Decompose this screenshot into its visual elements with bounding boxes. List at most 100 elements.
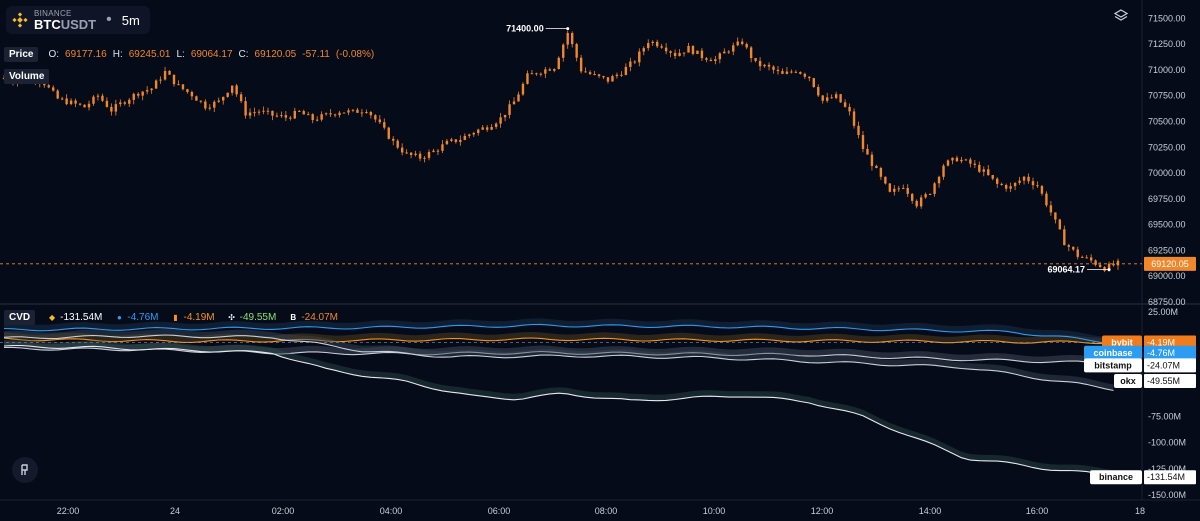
candle-body (633, 61, 637, 63)
candle-body (235, 85, 238, 95)
candle-body (199, 100, 203, 102)
candle-body (951, 157, 954, 161)
candle-body (521, 83, 525, 95)
price-tick-label: 71000.00 (1148, 65, 1186, 75)
volume-tag[interactable]: Volume (4, 69, 50, 84)
candle-body (262, 110, 265, 112)
low-marker-dot (1107, 268, 1111, 272)
high-label: H: (112, 49, 123, 60)
candle-body (615, 74, 619, 77)
candle-body (718, 53, 722, 60)
cvd-name-bybit: bybit (1111, 338, 1133, 348)
candle-body (570, 33, 574, 45)
symbol-pair: BTCUSDT (34, 17, 96, 32)
candle-body (445, 140, 449, 145)
candle-body (307, 114, 310, 116)
candle-body (271, 110, 274, 116)
candle-body (1076, 249, 1079, 257)
cvd-value-bitstamp: -24.07M (301, 312, 338, 323)
candle-body (651, 41, 654, 44)
cvd-value-binance: -131.54M (1147, 472, 1185, 482)
candle-body (114, 104, 118, 112)
candle-body (919, 197, 923, 207)
candle-body (74, 100, 77, 104)
bitstamp-icon: B (290, 312, 297, 322)
cvd-name-okx: okx (1120, 376, 1136, 386)
candle-body (150, 88, 153, 91)
candle-body (342, 112, 346, 114)
candle-body (1036, 185, 1039, 187)
candle-body (409, 152, 413, 155)
candle-body (1107, 263, 1111, 271)
candle-body (1009, 186, 1012, 189)
cvd-line-okx (3, 334, 1114, 392)
candle-body (280, 115, 283, 117)
candle-body (557, 57, 560, 70)
cvd-area-coinbase (4, 318, 1114, 344)
last-price-badge-text: 69120.05 (1151, 259, 1189, 269)
candle-body (163, 70, 167, 80)
layers-icon[interactable] (1113, 9, 1129, 28)
cvd-pane[interactable] (0, 318, 1142, 477)
candle-body (284, 115, 288, 118)
price-tick-label: 69250.00 (1148, 245, 1186, 255)
cvd-line-bitstamp (3, 346, 1114, 365)
candle-body (776, 69, 780, 72)
cvd-value-badge-coinbase (1144, 345, 1196, 360)
cvd-value-coinbase: -4.76M (1147, 348, 1175, 358)
cvd-value-okx: -49.55M (1147, 376, 1180, 386)
cvd-tick-label: -150.00M (1148, 490, 1186, 500)
app-logo-icon[interactable] (12, 457, 38, 483)
price-tick-label: 69750.00 (1148, 194, 1186, 204)
price-tag[interactable]: Price (4, 47, 39, 62)
candle-body (172, 74, 176, 85)
candle-body (982, 169, 985, 172)
candle-body (924, 194, 927, 198)
time-tick-label: 08:00 (595, 506, 618, 516)
candle-body (602, 76, 605, 78)
time-tick-label: 16:00 (1026, 506, 1049, 516)
candle-body (906, 187, 909, 194)
candle-body (329, 113, 332, 115)
candle-body (56, 90, 59, 99)
candle-body (365, 112, 368, 114)
candle-body (723, 51, 726, 54)
candle-body (128, 99, 131, 104)
candle-body (539, 73, 543, 75)
price-tick-label: 71500.00 (1148, 13, 1186, 23)
candle-body (101, 95, 104, 101)
candle-body (843, 102, 847, 107)
cvd-tag[interactable]: CVD (4, 310, 36, 325)
candle-body (512, 101, 516, 105)
timeframe[interactable]: 5m (121, 12, 140, 28)
candle-body (870, 154, 874, 166)
cvd-value-okx: -49.55M (239, 312, 277, 323)
candle-body (575, 44, 578, 58)
candle-body (664, 47, 668, 52)
candle-body (190, 91, 194, 97)
candle-body (257, 111, 261, 113)
candle-body (181, 84, 185, 90)
price-pane[interactable]: 71400.00 69064.17 (0, 24, 1142, 275)
candle-body (499, 117, 502, 124)
cvd-line-coinbase (3, 323, 1114, 345)
open-value: 69177.16 (65, 49, 107, 60)
candle-body (669, 51, 672, 53)
candle-body (333, 114, 337, 116)
candle-body (52, 87, 55, 91)
symbol-selector[interactable]: BINANCE BTCUSDT • 5m (6, 6, 150, 34)
candle-body (897, 188, 900, 190)
candle-body (996, 178, 999, 184)
candle-body (955, 157, 959, 162)
candle-body (530, 73, 534, 75)
candle-body (812, 78, 815, 88)
candle-body (736, 41, 739, 46)
candle-body (969, 159, 972, 164)
candle-body (405, 152, 408, 154)
candle-body (2, 78, 6, 80)
binance-icon: ◆ (49, 312, 56, 322)
candle-body (481, 127, 484, 130)
candle-body (673, 52, 677, 57)
candle-body (902, 187, 905, 189)
